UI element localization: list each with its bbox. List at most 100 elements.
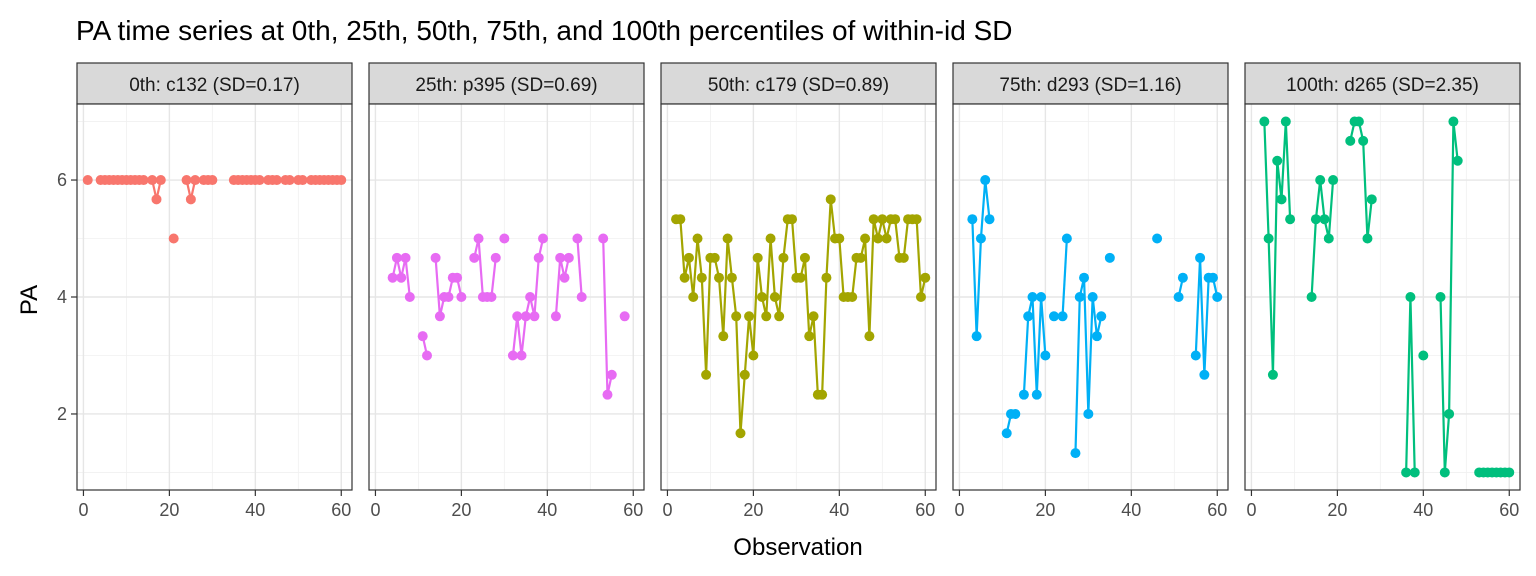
- data-point: [877, 214, 888, 225]
- panel-border: [1244, 103, 1521, 491]
- data-point: [1362, 233, 1373, 244]
- data-point: [190, 175, 201, 186]
- data-point: [898, 252, 909, 263]
- data-point: [336, 175, 347, 186]
- data-point: [1267, 369, 1278, 380]
- facet-strip: [368, 62, 645, 105]
- data-point: [1263, 233, 1274, 244]
- data-point: [808, 311, 819, 322]
- data-point: [404, 292, 415, 302]
- data-point: [1353, 116, 1364, 127]
- data-point: [147, 175, 158, 186]
- x-tick-label: 0: [370, 500, 380, 520]
- data-point: [529, 311, 540, 322]
- data-point: [722, 233, 733, 244]
- data-point: [821, 272, 832, 283]
- data-point: [911, 214, 922, 225]
- data-point: [559, 272, 570, 283]
- data-point: [675, 214, 686, 225]
- data-point: [739, 369, 750, 380]
- facet-strip: [660, 62, 937, 105]
- x-tick-label: 40: [1413, 500, 1433, 520]
- data-point: [1418, 350, 1429, 361]
- y-tick-label: 6: [57, 170, 67, 190]
- panel-border: [660, 103, 937, 491]
- data-point: [400, 252, 411, 263]
- x-tick-label: 20: [743, 500, 763, 520]
- data-point: [834, 233, 845, 244]
- data-point: [868, 214, 879, 225]
- data-point: [688, 292, 699, 302]
- data-point: [752, 252, 763, 263]
- data-point: [1152, 233, 1163, 244]
- data-point: [284, 175, 295, 186]
- data-point: [872, 233, 883, 244]
- data-point: [151, 194, 162, 205]
- data-point: [538, 233, 549, 244]
- data-point: [1074, 292, 1085, 302]
- facet-strip: [952, 62, 1229, 105]
- data-point: [799, 252, 810, 263]
- data-point: [422, 350, 433, 361]
- data-point: [507, 350, 518, 361]
- data-point: [1345, 135, 1356, 146]
- data-point: [709, 252, 720, 263]
- data-point: [1435, 292, 1446, 302]
- data-point: [1091, 331, 1102, 342]
- y-tick-label: 4: [57, 287, 67, 307]
- x-tick-label: 60: [915, 500, 935, 520]
- data-point: [1439, 467, 1450, 478]
- data-point: [795, 272, 806, 283]
- data-point: [138, 175, 149, 186]
- data-point: [430, 252, 441, 263]
- data-point: [683, 252, 694, 263]
- facet-strip-label: 50th: c179 (SD=0.89): [708, 75, 889, 96]
- data-point: [1199, 369, 1210, 380]
- data-point: [520, 311, 531, 322]
- data-point: [598, 233, 609, 244]
- x-tick-label: 20: [451, 500, 471, 520]
- data-point: [915, 292, 926, 302]
- data-point: [1001, 428, 1012, 439]
- data-point: [1023, 311, 1034, 322]
- x-tick-label: 60: [1207, 500, 1227, 520]
- data-point: [692, 233, 703, 244]
- data-point: [881, 233, 892, 244]
- data-point: [443, 292, 454, 302]
- data-point: [1259, 116, 1270, 127]
- data-point: [512, 311, 523, 322]
- facet-panel: 50th: c179 (SD=0.89) 0 20 40 60: [660, 62, 937, 520]
- data-point: [735, 428, 746, 439]
- data-point: [1448, 116, 1459, 127]
- data-point: [1027, 292, 1038, 302]
- data-point: [525, 292, 536, 302]
- x-axis: 0 20 40 60: [370, 490, 643, 520]
- chart-title: PA time series at 0th, 25th, 50th, 75th,…: [76, 15, 1012, 46]
- data-point: [701, 369, 712, 380]
- data-point: [975, 233, 986, 244]
- x-tick-label: 60: [623, 500, 643, 520]
- x-axis: 0 20 40 60: [954, 490, 1227, 520]
- data-point: [787, 214, 798, 225]
- data-point: [817, 389, 828, 400]
- data-point: [825, 194, 836, 205]
- y-axis-title: PA: [16, 285, 43, 315]
- data-point: [456, 292, 467, 302]
- series-line: [511, 238, 545, 357]
- data-point: [1401, 467, 1412, 478]
- panel-border: [76, 103, 353, 491]
- data-point: [860, 233, 871, 244]
- data-point: [1306, 292, 1317, 302]
- series-line: [576, 238, 583, 298]
- data-point: [1323, 233, 1334, 244]
- data-point: [606, 369, 617, 380]
- data-point: [1195, 252, 1206, 263]
- data-point: [82, 175, 93, 186]
- data-point: [1079, 272, 1090, 283]
- series-line: [1022, 295, 1047, 396]
- data-point: [387, 272, 398, 283]
- data-point: [1096, 311, 1107, 322]
- x-tick-label: 0: [954, 500, 964, 520]
- data-point: [1087, 292, 1098, 302]
- x-tick-label: 0: [78, 500, 88, 520]
